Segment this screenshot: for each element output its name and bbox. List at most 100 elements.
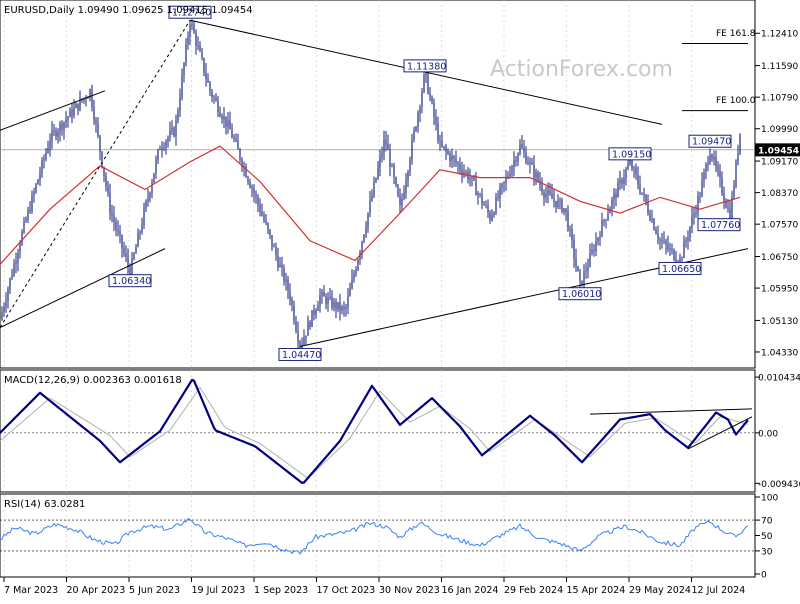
candle-body: [619, 179, 621, 183]
candle-body: [189, 24, 191, 37]
candle-body: [301, 344, 303, 350]
price-layer: FE 161.8 FE 100.0 1.12740 1.11380 1.09150 1.0…: [0, 5, 756, 361]
candle-body: [643, 193, 645, 195]
candle-body: [347, 296, 349, 307]
candle-body: [445, 147, 447, 152]
candle-body: [253, 189, 255, 194]
candle-body: [713, 156, 715, 160]
candle-body: [355, 269, 357, 275]
candle-body: [491, 215, 493, 221]
candle-body: [217, 100, 219, 113]
candle-body: [725, 201, 727, 208]
candle-body: [69, 109, 71, 118]
candle-body: [723, 193, 725, 202]
candle-body: [295, 320, 297, 332]
candle-body: [549, 190, 551, 194]
candle-body: [29, 210, 31, 212]
candle-body: [39, 173, 41, 180]
x-tick-label: 7 Mar 2023: [4, 585, 58, 596]
x-tick-label: 12 Jul 2024: [692, 585, 746, 596]
x-tick-label: 17 Oct 2023: [317, 585, 376, 596]
candle-body: [175, 120, 177, 137]
candle-body: [331, 296, 333, 308]
candle-body: [11, 275, 13, 279]
candle-body: [633, 167, 635, 169]
candle-body: [417, 112, 419, 128]
candle-body: [527, 163, 529, 165]
price-annotation-label: 1.04470: [282, 350, 321, 361]
candle-body: [139, 231, 141, 234]
candle-body: [419, 106, 421, 113]
candle-body: [717, 166, 719, 172]
candle-body: [591, 249, 593, 254]
candle-body: [121, 235, 123, 248]
candle-body: [359, 252, 361, 261]
candle-body: [695, 212, 697, 214]
candle-body: [449, 153, 451, 161]
candle-body: [485, 205, 487, 207]
candle-body: [579, 271, 581, 281]
candle-body: [573, 240, 575, 259]
candle-body: [61, 123, 63, 130]
candle-body: [131, 258, 133, 278]
price-annotation-box: [688, 134, 732, 148]
price-annotation-label: 1.07760: [701, 220, 740, 231]
candle-body: [493, 213, 495, 216]
candle-body: [239, 149, 241, 160]
candle-body: [455, 158, 457, 163]
candle-body: [333, 301, 335, 308]
candle-body: [541, 184, 543, 192]
candle-body: [151, 182, 153, 194]
candle-body: [89, 89, 91, 98]
candle-body: [71, 109, 73, 117]
macd-y-tick-label: 0.010434: [758, 374, 800, 384]
candle-body: [351, 278, 353, 289]
candle-body: [27, 210, 29, 220]
candle-body: [593, 249, 595, 252]
candle-body: [329, 296, 331, 298]
y-tick-label: 1.08370: [761, 189, 798, 199]
candle-body: [137, 233, 139, 247]
candle-body: [715, 156, 717, 167]
candle-body: [163, 147, 165, 149]
rsi-y-tick-label: 30: [761, 547, 773, 557]
candle-body: [233, 137, 235, 140]
y-tick-label: 1.05130: [761, 317, 798, 327]
candle-body: [475, 179, 477, 196]
candle-body: [299, 342, 301, 350]
candle-body: [635, 167, 637, 175]
candle-body: [99, 135, 101, 152]
candle-body: [53, 130, 55, 132]
candle-body: [495, 197, 497, 214]
candle-body: [557, 200, 559, 208]
candle-body: [285, 279, 287, 282]
candle-body: [13, 263, 15, 276]
candle-body: [67, 117, 69, 120]
candle-body: [589, 253, 591, 267]
candle-body: [393, 165, 395, 178]
candle-body: [199, 45, 201, 52]
candle-body: [565, 208, 567, 212]
candle-body: [145, 201, 147, 209]
candle-body: [47, 148, 49, 153]
candle-body: [611, 199, 613, 209]
candle-body: [437, 123, 439, 142]
candle-body: [681, 258, 683, 259]
candle-body: [161, 148, 163, 150]
price-annotation-label: 1.09150: [612, 149, 651, 160]
candle-body: [9, 278, 11, 290]
candle-body: [305, 335, 307, 338]
candle-body: [453, 156, 455, 159]
candle-body: [119, 231, 121, 236]
candle-body: [687, 237, 689, 241]
candle-body: [313, 310, 315, 315]
candle-body: [711, 154, 713, 160]
candle-body: [267, 223, 269, 230]
candle-body: [279, 264, 281, 267]
candle-body: [673, 249, 675, 260]
candle-body: [627, 164, 629, 170]
candle-body: [211, 91, 213, 98]
candle-body: [293, 304, 295, 321]
price-annotation-label: 1.12740: [172, 8, 211, 19]
candle-body: [7, 289, 9, 301]
